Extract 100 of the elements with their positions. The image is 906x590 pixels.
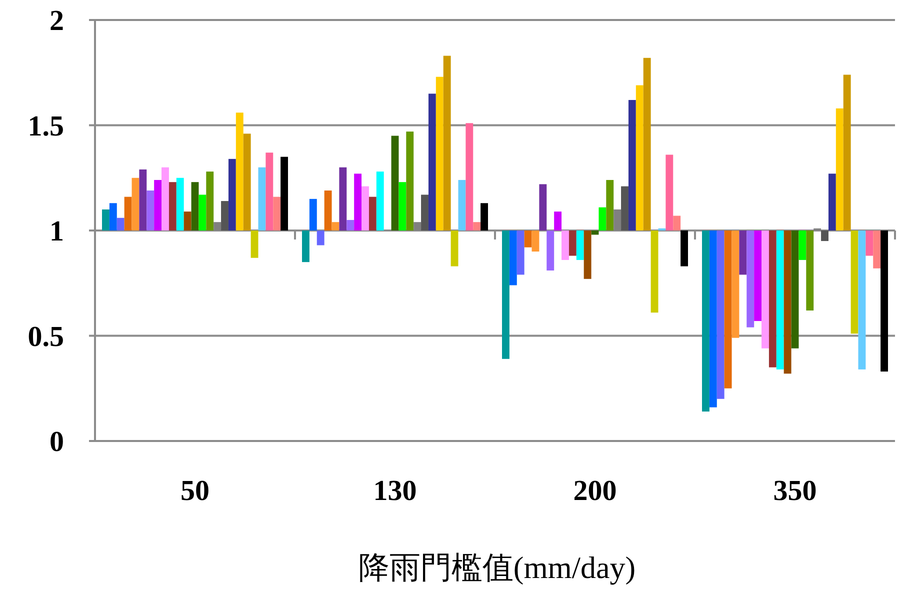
- bar: [716, 230, 724, 399]
- bar: [184, 212, 192, 230]
- y-tick-label: 0.5: [28, 320, 64, 353]
- bar: [414, 222, 422, 230]
- bar: [266, 152, 274, 230]
- bar: [154, 180, 162, 230]
- bar: [162, 167, 169, 230]
- bar: [124, 196, 132, 230]
- bar: [576, 230, 584, 260]
- bar: [798, 230, 806, 260]
- bar: [866, 230, 874, 256]
- bar: [591, 230, 599, 235]
- bar: [428, 94, 436, 230]
- bar: [606, 180, 614, 230]
- bar: [302, 230, 310, 262]
- bar: [516, 230, 524, 275]
- bar: [168, 182, 176, 230]
- bar: [791, 230, 799, 348]
- bar: [709, 230, 717, 408]
- y-tick-label: 1.5: [28, 110, 64, 142]
- bar: [406, 132, 414, 230]
- bar: [524, 230, 532, 248]
- bar: [650, 230, 658, 313]
- bar: [532, 230, 540, 252]
- bar: [666, 154, 674, 230]
- bar: [346, 220, 354, 230]
- bar: [598, 207, 606, 230]
- bar: [450, 230, 458, 266]
- bar: [309, 198, 317, 230]
- bar: [680, 230, 688, 266]
- bar: [376, 172, 384, 230]
- bar: [858, 230, 866, 370]
- bar: [768, 230, 776, 368]
- bar: [109, 203, 117, 230]
- bar: [509, 230, 517, 286]
- bar: [724, 230, 732, 388]
- bar: [391, 136, 399, 230]
- bar: [614, 209, 622, 230]
- x-tick-label: 50: [180, 475, 210, 507]
- bar: [273, 196, 281, 230]
- bar: [828, 174, 836, 230]
- bar: [843, 74, 851, 230]
- bar: [776, 230, 784, 370]
- bar: [132, 178, 140, 230]
- bar: [850, 230, 858, 334]
- bar: [739, 230, 747, 275]
- y-tick-label: 1: [50, 216, 64, 248]
- bar: [443, 56, 451, 230]
- bar: [821, 230, 828, 242]
- bar: [214, 222, 222, 230]
- bar: [628, 100, 636, 230]
- bar: [354, 174, 362, 230]
- bar: [880, 230, 888, 372]
- y-tick-label: 0: [50, 426, 64, 458]
- bar: [198, 194, 206, 230]
- bar: [466, 123, 474, 230]
- x-tick-label: 350: [773, 475, 817, 507]
- bar: [332, 222, 340, 230]
- bar: [584, 230, 592, 279]
- bar: [546, 230, 554, 270]
- bar: [339, 167, 347, 230]
- bar: [873, 230, 881, 268]
- bar: [539, 184, 547, 230]
- bar: [643, 58, 651, 230]
- bar: [139, 169, 147, 230]
- bar: [146, 190, 154, 230]
- x-tick-label: 200: [573, 475, 617, 507]
- bar: [221, 201, 228, 230]
- bar: [280, 156, 288, 230]
- bar: [762, 230, 769, 348]
- bar: [554, 212, 562, 230]
- bar: [191, 182, 199, 230]
- y-tick-label: 2: [50, 5, 64, 37]
- bar: [176, 178, 184, 230]
- bar: [421, 194, 428, 230]
- bar: [116, 218, 124, 230]
- bar: [228, 158, 236, 230]
- bar: [621, 186, 628, 230]
- bar: [398, 182, 406, 230]
- bar: [806, 230, 814, 310]
- x-axis-title: 降雨門檻值(mm/day): [358, 550, 636, 585]
- bar: [436, 76, 444, 230]
- bar: [673, 216, 681, 230]
- bar: [732, 230, 740, 338]
- bar: [502, 230, 510, 359]
- bar: [754, 230, 762, 322]
- bar: [258, 167, 266, 230]
- bar: [702, 230, 710, 412]
- bar: [836, 108, 844, 230]
- bar: [243, 134, 251, 230]
- bar: [250, 230, 258, 258]
- bar: [746, 230, 754, 328]
- bar: [368, 196, 376, 230]
- bar: [562, 230, 569, 260]
- bar: [458, 180, 466, 230]
- bar: [102, 209, 110, 230]
- bar: [206, 172, 214, 230]
- bar: [324, 190, 332, 230]
- bar: [316, 230, 324, 246]
- bar: [236, 112, 244, 230]
